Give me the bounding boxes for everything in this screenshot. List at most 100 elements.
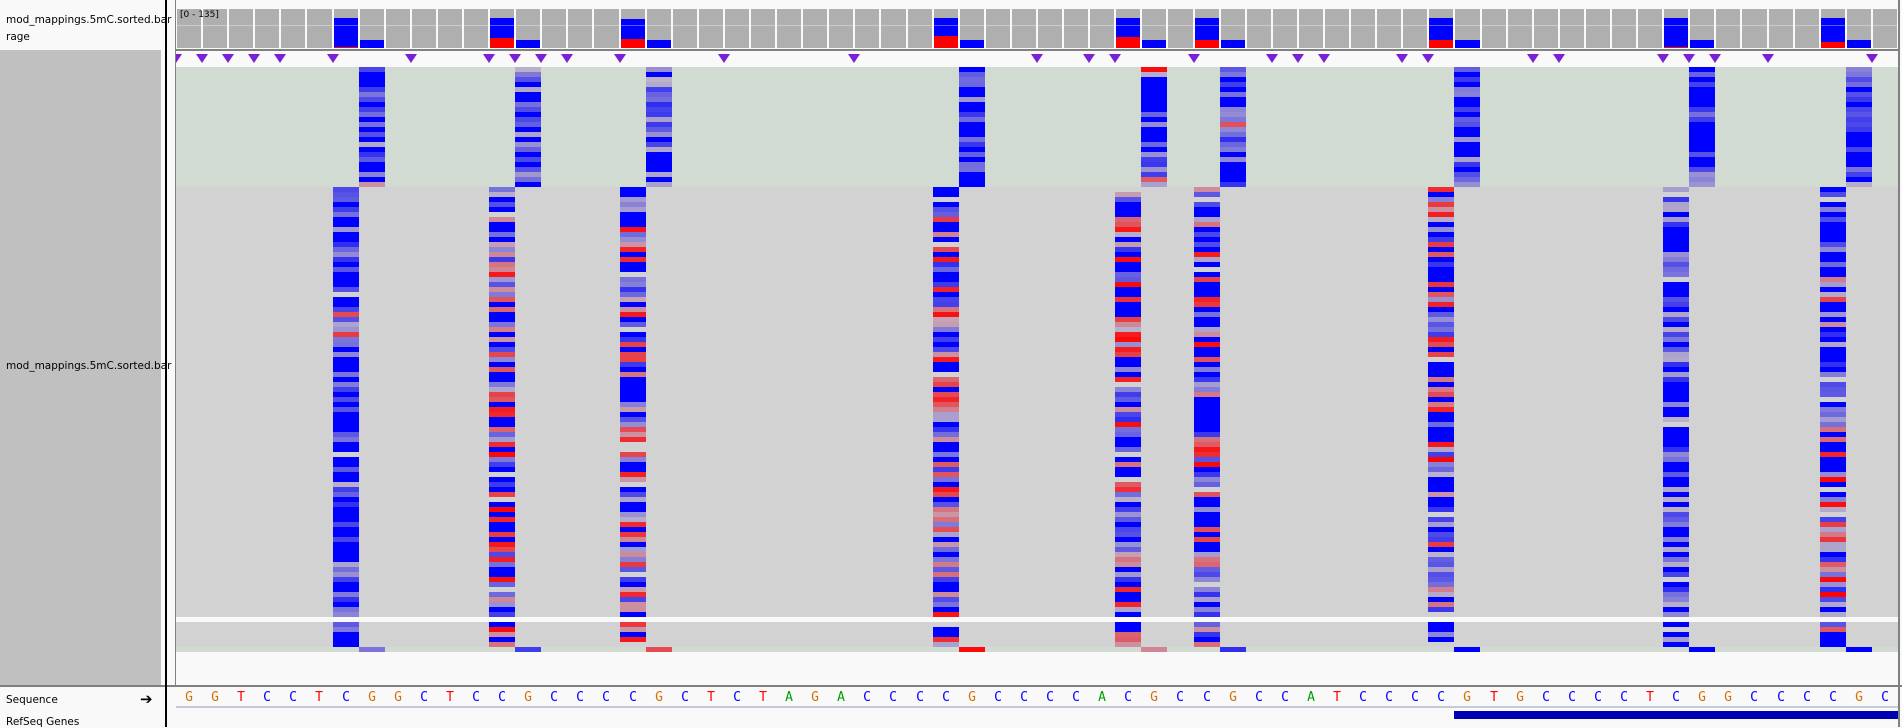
read-methylation-call[interactable] xyxy=(1194,282,1220,287)
read-methylation-call[interactable] xyxy=(1663,372,1689,377)
read-methylation-call[interactable] xyxy=(1428,257,1454,262)
read-methylation-call[interactable] xyxy=(489,377,515,382)
read-methylation-call[interactable] xyxy=(1663,327,1689,332)
read-methylation-call[interactable] xyxy=(933,492,959,497)
read-methylation-call[interactable] xyxy=(1141,647,1167,652)
read-methylation-call[interactable] xyxy=(1689,162,1715,167)
read-methylation-call[interactable] xyxy=(1115,542,1141,547)
read-methylation-call[interactable] xyxy=(1194,447,1220,452)
read-methylation-call[interactable] xyxy=(333,512,359,517)
read-methylation-call[interactable] xyxy=(933,392,959,397)
read-methylation-call[interactable] xyxy=(933,422,959,427)
read-methylation-call[interactable] xyxy=(333,367,359,372)
read-methylation-call[interactable] xyxy=(359,182,385,187)
read-methylation-call[interactable] xyxy=(1820,552,1846,557)
read-methylation-call[interactable] xyxy=(489,612,515,617)
read-methylation-call[interactable] xyxy=(1820,622,1846,627)
read-methylation-call[interactable] xyxy=(1115,237,1141,242)
read-methylation-call[interactable] xyxy=(1663,497,1689,502)
read-methylation-call[interactable] xyxy=(359,147,385,152)
read-methylation-call[interactable] xyxy=(1115,242,1141,247)
read-methylation-call[interactable] xyxy=(1141,152,1167,157)
read-methylation-call[interactable] xyxy=(1846,117,1872,122)
read-methylation-call[interactable] xyxy=(1428,282,1454,287)
read-methylation-call[interactable] xyxy=(1115,192,1141,197)
read-methylation-call[interactable] xyxy=(489,227,515,232)
read-methylation-call[interactable] xyxy=(333,392,359,397)
read-methylation-call[interactable] xyxy=(489,622,515,627)
read-methylation-call[interactable] xyxy=(1820,267,1846,272)
read-methylation-call[interactable] xyxy=(489,187,515,192)
read-methylation-call[interactable] xyxy=(489,562,515,567)
read-methylation-call[interactable] xyxy=(333,412,359,417)
read-methylation-call[interactable] xyxy=(1141,92,1167,97)
insertion-marker-icon[interactable] xyxy=(1709,54,1721,63)
read-methylation-call[interactable] xyxy=(515,107,541,112)
read-methylation-call[interactable] xyxy=(1663,457,1689,462)
read-methylation-call[interactable] xyxy=(1689,67,1715,72)
read-methylation-call[interactable] xyxy=(1820,257,1846,262)
read-methylation-call[interactable] xyxy=(1115,422,1141,427)
read-methylation-call[interactable] xyxy=(489,362,515,367)
read-methylation-call[interactable] xyxy=(1820,207,1846,212)
read-methylation-call[interactable] xyxy=(1194,517,1220,522)
read-methylation-call[interactable] xyxy=(620,372,646,377)
read-methylation-call[interactable] xyxy=(1663,332,1689,337)
read-methylation-call[interactable] xyxy=(1428,222,1454,227)
insertion-marker-icon[interactable] xyxy=(1396,54,1408,63)
read-methylation-call[interactable] xyxy=(1820,292,1846,297)
read-methylation-call[interactable] xyxy=(489,422,515,427)
read-methylation-call[interactable] xyxy=(333,557,359,562)
coverage-bar[interactable] xyxy=(777,9,801,48)
coverage-methyl-bar[interactable] xyxy=(647,40,671,48)
read-methylation-call[interactable] xyxy=(1141,87,1167,92)
coverage-bar[interactable] xyxy=(386,9,410,48)
read-methylation-call[interactable] xyxy=(489,242,515,247)
coverage-methyl-bar[interactable] xyxy=(1664,18,1688,48)
read-methylation-call[interactable] xyxy=(1820,442,1846,447)
read-methylation-call[interactable] xyxy=(1663,447,1689,452)
read-methylation-call[interactable] xyxy=(333,297,359,302)
read-methylation-call[interactable] xyxy=(333,507,359,512)
read-methylation-call[interactable] xyxy=(1220,82,1246,87)
read-methylation-call[interactable] xyxy=(933,412,959,417)
insertion-marker-icon[interactable] xyxy=(718,54,730,63)
read-methylation-call[interactable] xyxy=(933,402,959,407)
read-methylation-call[interactable] xyxy=(1820,242,1846,247)
read-methylation-call[interactable] xyxy=(959,167,985,172)
read-methylation-call[interactable] xyxy=(1689,82,1715,87)
read-methylation-call[interactable] xyxy=(1820,572,1846,577)
read-methylation-call[interactable] xyxy=(1428,412,1454,417)
read-methylation-call[interactable] xyxy=(646,97,672,102)
read-methylation-call[interactable] xyxy=(1820,252,1846,257)
read-methylation-call[interactable] xyxy=(1194,332,1220,337)
read-methylation-call[interactable] xyxy=(1820,212,1846,217)
read-methylation-call[interactable] xyxy=(1141,132,1167,137)
read-methylation-call[interactable] xyxy=(333,522,359,527)
read-methylation-call[interactable] xyxy=(1820,392,1846,397)
read-methylation-call[interactable] xyxy=(1820,542,1846,547)
read-methylation-call[interactable] xyxy=(1428,202,1454,207)
read-methylation-call[interactable] xyxy=(333,197,359,202)
read-methylation-call[interactable] xyxy=(1428,277,1454,282)
read-methylation-call[interactable] xyxy=(1820,632,1846,637)
read-methylation-call[interactable] xyxy=(515,162,541,167)
read-methylation-call[interactable] xyxy=(959,157,985,162)
read-methylation-call[interactable] xyxy=(933,192,959,197)
read-methylation-call[interactable] xyxy=(1663,607,1689,612)
read-methylation-call[interactable] xyxy=(1428,252,1454,257)
read-methylation-call[interactable] xyxy=(1689,72,1715,77)
read-methylation-call[interactable] xyxy=(515,172,541,177)
read-methylation-call[interactable] xyxy=(333,427,359,432)
read-methylation-call[interactable] xyxy=(933,457,959,462)
read-methylation-call[interactable] xyxy=(933,347,959,352)
read-methylation-call[interactable] xyxy=(1141,112,1167,117)
read-methylation-call[interactable] xyxy=(489,527,515,532)
read-methylation-call[interactable] xyxy=(1115,372,1141,377)
coverage-methyl-bar[interactable] xyxy=(960,40,984,48)
read-methylation-call[interactable] xyxy=(933,512,959,517)
insertion-marker-icon[interactable] xyxy=(1683,54,1695,63)
read-methylation-call[interactable] xyxy=(620,457,646,462)
read-methylation-call[interactable] xyxy=(646,77,672,82)
read-methylation-call[interactable] xyxy=(1194,602,1220,607)
